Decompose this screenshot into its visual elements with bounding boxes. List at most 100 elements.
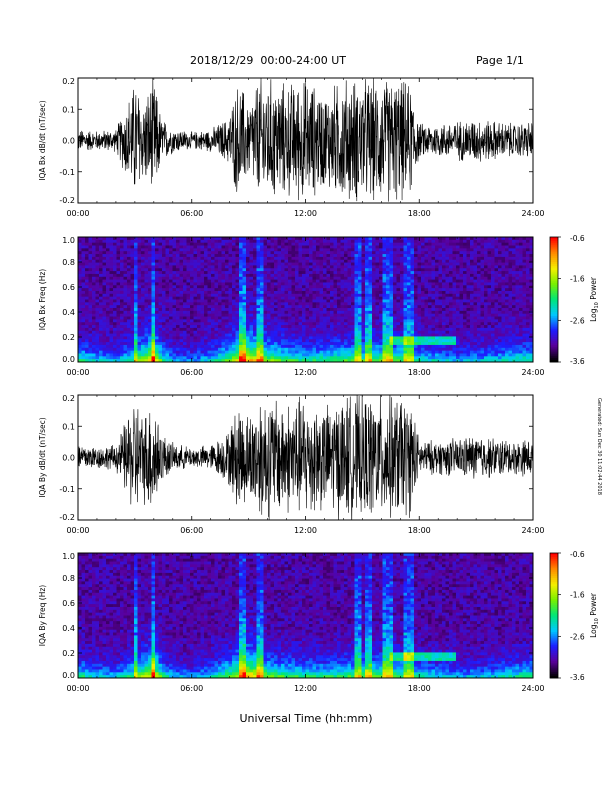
spectrogram-cell <box>421 285 425 289</box>
spectrogram-cell <box>221 237 226 241</box>
spectrogram-cell <box>176 254 180 258</box>
spectrogram-cell <box>92 285 96 289</box>
spectrogram-cell <box>85 288 89 292</box>
spectrogram-cell <box>239 336 243 340</box>
spectrogram-cell <box>134 293 138 298</box>
spectrogram-cell <box>428 248 432 252</box>
spectrogram-cell <box>109 327 114 332</box>
spectrogram-cell <box>326 319 331 323</box>
spectrogram-cell <box>302 285 306 289</box>
spectrogram-cell <box>207 347 212 352</box>
spectrogram-cell <box>463 251 467 255</box>
spectrogram-cell <box>365 325 369 329</box>
spectrogram-cell <box>267 271 271 275</box>
spectrogram-cell <box>116 316 121 320</box>
spectrogram-cell <box>179 268 184 272</box>
spectrogram-cell <box>120 254 124 258</box>
spectrogram-cell <box>393 308 397 312</box>
spectrogram-cell <box>179 296 184 300</box>
spectrogram-cell <box>368 299 373 303</box>
spectrogram-cell <box>403 322 408 326</box>
spectrogram-cell <box>197 299 201 303</box>
spectrogram-cell <box>85 273 89 278</box>
spectrogram-cell <box>358 322 362 326</box>
spectrogram-cell <box>232 242 236 246</box>
spectrogram-cell <box>120 237 124 241</box>
spectrogram-cell <box>260 327 264 332</box>
spectrogram-cell <box>382 256 387 261</box>
spectrogram-cell <box>295 342 299 346</box>
spectrogram-cell <box>386 344 390 349</box>
spectrogram-cell <box>337 359 341 363</box>
spectrogram-cell <box>316 290 320 295</box>
spectrogram-cell <box>78 302 82 306</box>
spectrogram-cell <box>277 288 282 292</box>
spectrogram-cell <box>267 325 271 329</box>
spectrogram-cell <box>375 319 380 323</box>
spectrogram-cell <box>123 273 128 278</box>
spectrogram-cell <box>302 299 306 303</box>
spectrogram-cell <box>176 288 180 292</box>
spectrogram-cell <box>120 330 124 334</box>
spectrogram-cell <box>263 239 268 244</box>
spectrogram-cell <box>351 305 355 309</box>
spectrogram-cell <box>414 322 418 326</box>
spectrogram-cell <box>144 330 149 334</box>
spectrogram-cell <box>106 302 110 306</box>
spectrogram-cell <box>368 254 373 258</box>
spectrogram-cell <box>232 251 236 255</box>
spectrogram-cell <box>120 333 124 337</box>
spectrogram-cell <box>298 316 303 320</box>
spectrogram-cell <box>263 330 268 334</box>
spectrogram-cell <box>403 254 408 258</box>
spectrogram-cell <box>319 296 324 300</box>
spectrogram-cell <box>396 237 401 241</box>
spectrogram-cell <box>137 336 142 340</box>
spectrogram-cell <box>235 330 240 334</box>
spectrogram-cell <box>277 299 282 303</box>
spectrogram-cell <box>137 290 142 295</box>
spectrogram-cell <box>179 330 184 334</box>
spectrogram-cell <box>319 242 324 246</box>
y-tick-label: 0.0 <box>62 137 75 146</box>
spectrogram-cell <box>323 237 327 241</box>
spectrogram-cell <box>421 271 425 275</box>
spectrogram-cell <box>288 336 292 340</box>
spectrogram-cell <box>456 288 460 292</box>
spectrogram-cell <box>85 316 89 320</box>
spectrogram-cell <box>312 350 317 354</box>
spectrogram-cell <box>365 237 369 241</box>
spectrogram-cell <box>204 290 208 295</box>
spectrogram-cell <box>288 333 292 337</box>
spectrogram-cell <box>281 339 285 343</box>
spectrogram-cell <box>172 296 177 300</box>
spectrogram-cell <box>162 333 166 337</box>
spectrogram-cell <box>239 330 243 334</box>
spectrogram-cell <box>130 308 135 312</box>
spectrogram-cell <box>162 251 166 255</box>
spectrogram-cell <box>407 279 411 283</box>
spectrogram-cell <box>109 285 114 289</box>
spectrogram-cell <box>382 353 387 357</box>
spectrogram-cell <box>120 359 124 363</box>
spectrogram-cell <box>235 293 240 298</box>
spectrogram-cell <box>85 319 89 323</box>
spectrogram-cell <box>207 336 212 340</box>
spectrogram-cell <box>211 271 215 275</box>
spectrogram-cell <box>291 308 296 312</box>
spectrogram-cell <box>200 350 205 354</box>
spectrogram-cell <box>92 290 96 295</box>
spectrogram-cell <box>246 290 250 295</box>
spectrogram-cell <box>151 308 156 312</box>
spectrogram-cell <box>323 245 327 249</box>
spectrogram-cell <box>235 344 240 349</box>
spectrogram-cell <box>235 237 240 241</box>
spectrogram-cell <box>389 344 394 349</box>
spectrogram-cell <box>123 356 128 360</box>
spectrogram-cell <box>120 256 124 261</box>
spectrogram-cell <box>186 271 191 275</box>
spectrogram-cell <box>396 308 401 312</box>
spectrogram-cell <box>326 248 331 252</box>
spectrogram-cell <box>183 256 187 261</box>
spectrogram-cell <box>333 282 338 286</box>
